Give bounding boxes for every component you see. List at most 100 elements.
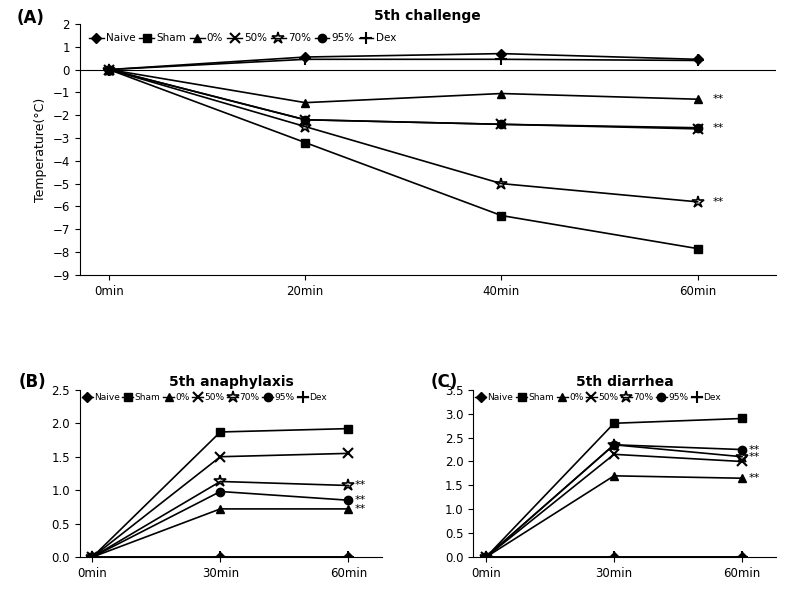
Y-axis label: Temperature(°C): Temperature(°C) (34, 97, 47, 201)
70% (104, 66, 114, 73)
Text: **: ** (355, 504, 366, 514)
0% (497, 90, 506, 97)
70% (609, 441, 618, 449)
Sham (693, 245, 702, 252)
Naive (344, 553, 353, 561)
0% (88, 553, 97, 561)
Naive (693, 56, 702, 63)
95% (497, 121, 506, 128)
95% (482, 553, 491, 561)
Naive (104, 66, 114, 73)
Dex (609, 553, 618, 561)
Title: 5th challenge: 5th challenge (374, 9, 482, 23)
95% (737, 446, 747, 453)
Dex (693, 57, 702, 64)
Text: (A): (A) (17, 9, 45, 27)
Text: **: ** (712, 94, 724, 104)
Legend: Naive, Sham, 0%, 50%, 70%, 95%, Dex: Naive, Sham, 0%, 50%, 70%, 95%, Dex (78, 389, 331, 406)
Line: 0%: 0% (88, 505, 353, 561)
Naive (482, 553, 491, 561)
Line: 0%: 0% (105, 65, 702, 107)
95% (88, 553, 97, 561)
70% (88, 553, 97, 561)
50% (216, 453, 225, 460)
Text: **: ** (748, 444, 759, 455)
70% (300, 123, 310, 130)
Dex (737, 553, 747, 561)
Sham (737, 415, 747, 422)
Text: **: ** (355, 495, 366, 505)
Line: 70%: 70% (86, 475, 354, 563)
0% (737, 474, 747, 482)
0% (344, 506, 353, 513)
50% (737, 458, 747, 465)
Dex (344, 553, 353, 561)
Legend: Naive, Sham, 0%, 50%, 70%, 95%, Dex: Naive, Sham, 0%, 50%, 70%, 95%, Dex (85, 29, 400, 47)
95% (104, 66, 114, 73)
Line: 70%: 70% (480, 438, 748, 563)
0% (693, 96, 702, 103)
Line: 50%: 50% (482, 449, 747, 562)
Text: **: ** (355, 480, 366, 491)
50% (693, 125, 702, 132)
Line: Dex: Dex (481, 552, 747, 562)
Text: **: ** (712, 197, 724, 207)
Text: **: ** (748, 452, 759, 462)
Line: 50%: 50% (88, 449, 353, 562)
70% (737, 453, 747, 460)
0% (216, 506, 225, 513)
Sham (497, 212, 506, 219)
Line: 70%: 70% (103, 63, 704, 208)
Naive (497, 50, 506, 57)
50% (609, 450, 618, 458)
Naive (737, 553, 747, 561)
Title: 5th anaphylaxis: 5th anaphylaxis (169, 374, 294, 389)
Line: 95%: 95% (88, 488, 353, 561)
95% (216, 488, 225, 495)
Naive (88, 553, 97, 561)
Text: (C): (C) (431, 373, 458, 391)
Sham (344, 425, 353, 432)
Naive (216, 553, 225, 561)
70% (216, 478, 225, 485)
Line: 95%: 95% (105, 65, 702, 132)
Line: Sham: Sham (88, 425, 353, 561)
Dex (88, 553, 97, 561)
Dex (482, 553, 491, 561)
Dex (216, 553, 225, 561)
70% (344, 482, 353, 489)
Dex (497, 56, 506, 63)
Line: Naive: Naive (106, 50, 701, 73)
Line: Naive: Naive (89, 553, 352, 561)
Line: 95%: 95% (482, 441, 746, 561)
95% (609, 441, 618, 449)
50% (344, 450, 353, 457)
Legend: Naive, Sham, 0%, 50%, 70%, 95%, Dex: Naive, Sham, 0%, 50%, 70%, 95%, Dex (472, 389, 724, 406)
0% (482, 553, 491, 561)
0% (104, 66, 114, 73)
Sham (609, 420, 618, 427)
Sham (482, 553, 491, 561)
50% (300, 116, 310, 123)
Title: 5th diarrhea: 5th diarrhea (576, 374, 673, 389)
50% (497, 121, 506, 128)
70% (497, 180, 506, 187)
Sham (300, 139, 310, 146)
Dex (300, 56, 310, 63)
50% (88, 553, 97, 561)
Text: **: ** (712, 123, 724, 133)
Text: (B): (B) (19, 373, 47, 391)
Text: **: ** (748, 473, 759, 483)
Sham (104, 66, 114, 73)
50% (482, 553, 491, 561)
Line: Sham: Sham (482, 415, 746, 561)
95% (693, 124, 702, 131)
Naive (300, 53, 310, 60)
Line: Dex: Dex (87, 552, 354, 562)
Line: Sham: Sham (105, 65, 702, 253)
0% (300, 99, 310, 106)
0% (609, 472, 618, 479)
Line: Naive: Naive (482, 553, 745, 561)
70% (693, 198, 702, 205)
Naive (609, 553, 618, 561)
